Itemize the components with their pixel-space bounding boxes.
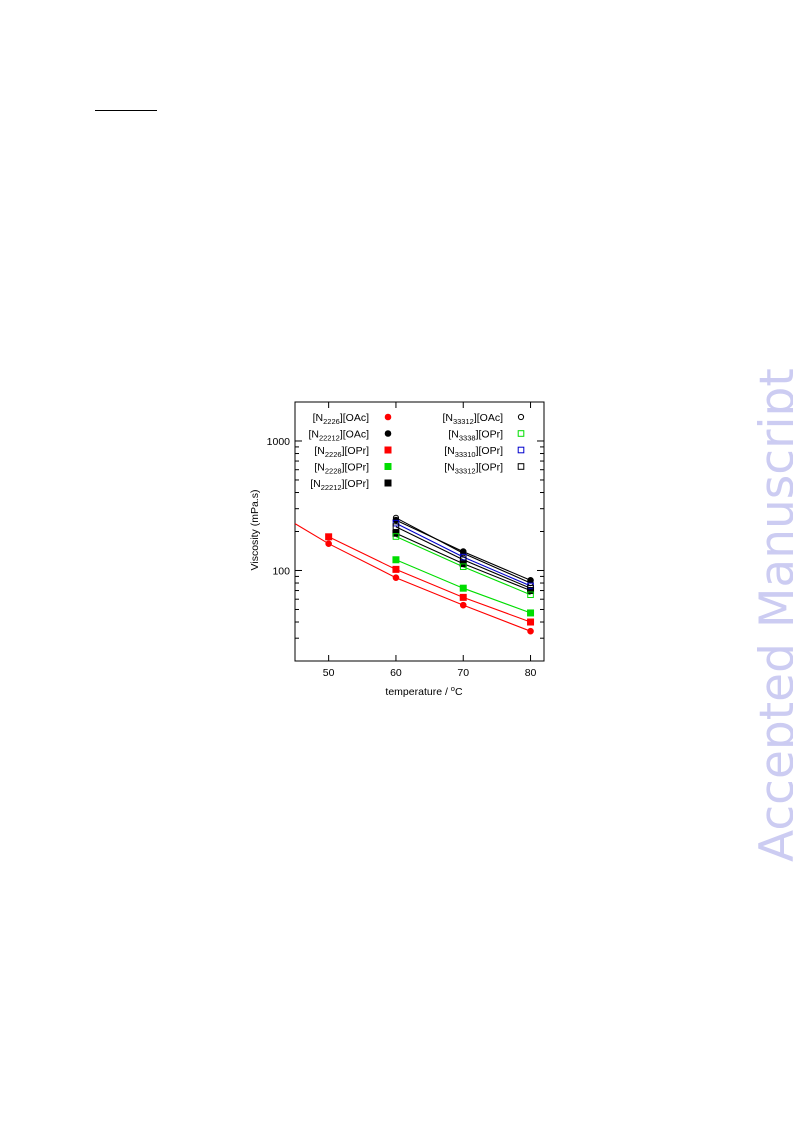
legend-label-subscript: 2226: [323, 417, 340, 426]
legend-marker-N22212_OAc: [384, 430, 392, 437]
legend-marker-N2226_OPr: [384, 446, 392, 454]
legend-label-subscript: 2226: [325, 450, 342, 459]
data-point-N2226_OAc: [527, 627, 534, 635]
fit-line-N2226_OPr: [328, 536, 531, 623]
x-tick-label: 80: [525, 667, 537, 679]
legend-label-N3338_OPr: [N3338][OPr]: [448, 429, 503, 443]
legend-label-N33312_OPr: [N33312][OPr]: [444, 462, 503, 476]
legend-marker-N22212_OPr: [384, 479, 392, 487]
legend-label-part: ][OAc]: [474, 412, 503, 424]
x-tick-label: 60: [390, 667, 402, 679]
data-point-N2226_OPr: [459, 593, 467, 601]
data-point-N33312_OPr: [392, 523, 400, 530]
legend-label-subscript: 22212: [321, 483, 342, 492]
data-point-N2226_OAc: [459, 601, 467, 609]
legend-label-part: ][OPr]: [476, 429, 504, 441]
legend-label-part: [N: [444, 462, 455, 474]
legend-label-part: ][OPr]: [476, 462, 504, 474]
legend-label-N2226_OAc: [N2226][OAc]: [313, 412, 369, 426]
x-tick-label: 50: [323, 667, 335, 679]
watermark-text: Accepted Manuscript: [750, 368, 793, 862]
data-point-N2226_OAc: [392, 574, 400, 581]
data-point-N33310_OPr: [392, 519, 400, 527]
x-tick-label: 70: [457, 667, 469, 679]
data-point-N33312_OPr: [527, 584, 534, 592]
legend-label-N22212_OAc: [N22212][OAc]: [308, 429, 369, 443]
legend-marker-N33310_OPr: [517, 446, 525, 454]
data-point-N3338_OPr: [527, 591, 534, 599]
legend: [N2226][OAc][N22212][OAc][N2226][OPr][N2…: [308, 412, 525, 492]
legend-label-part: [N: [448, 429, 459, 441]
legend-label-part: [N: [444, 445, 455, 457]
legend-label-subscript: 33312: [455, 467, 476, 476]
data-point-N2228_OPr: [392, 556, 400, 564]
data-point-N2226_OPr: [392, 565, 400, 573]
data-points: [325, 514, 535, 635]
legend-label-part: ][OAc]: [340, 412, 369, 424]
legend-label-N33310_OPr: [N33310][OPr]: [444, 445, 503, 459]
legend-label-part: [N: [442, 412, 453, 424]
legend-label-part: [N: [310, 478, 321, 490]
y-tick-label: 1000: [267, 436, 291, 448]
legend-marker-N3338_OPr: [517, 430, 525, 437]
x-axis-title: temperature / oC: [385, 684, 463, 698]
legend-label-part: [N: [314, 462, 325, 474]
legend-label-N22212_OPr: [N22212][OPr]: [310, 478, 369, 492]
legend-label-part: ][OPr]: [342, 478, 370, 490]
legend-label-part: ][OPr]: [342, 445, 370, 457]
data-point-N2226_OPr: [325, 533, 333, 541]
y-axis-title: Viscosity (mPa.s): [249, 490, 261, 571]
data-point-N2228_OPr: [459, 584, 467, 592]
data-point-N2226_OPr: [527, 618, 535, 626]
legend-label-part: [N: [314, 445, 325, 457]
data-point-N3338_OPr: [392, 533, 400, 540]
legend-label-subscript: 2228: [325, 467, 342, 476]
legend-label-subscript: 33312: [453, 417, 474, 426]
legend-marker-N2226_OAc: [384, 413, 392, 421]
data-point-N3338_OPr: [459, 563, 467, 570]
legend-label-part: ][OPr]: [476, 445, 504, 457]
data-point-N2226_OAc: [325, 540, 332, 547]
legend-label-subscript: 22212: [319, 434, 340, 443]
header-rule: [95, 110, 157, 111]
data-point-N33312_OAc: [460, 550, 467, 557]
y-tick-label: 100: [272, 565, 290, 577]
legend-label-N2226_OPr: [N2226][OPr]: [314, 445, 369, 459]
legend-label-part: ][OAc]: [340, 429, 369, 441]
legend-label-N2228_OPr: [N2228][OPr]: [314, 462, 369, 476]
data-point-N33312_OPr: [459, 556, 467, 564]
legend-marker-N2228_OPr: [384, 463, 392, 470]
legend-label-N33312_OAc: [N33312][OAc]: [442, 412, 503, 426]
axis-ticks: 50 60 70 80 100 1000: [267, 401, 544, 679]
legend-label-subscript: 3338: [459, 434, 476, 443]
legend-marker-N33312_OPr: [517, 463, 525, 470]
legend-marker-N33312_OAc: [517, 413, 525, 421]
legend-label-part: [N: [313, 412, 324, 424]
legend-label-subscript: 33310: [455, 450, 476, 459]
legend-label-part: [N: [308, 429, 319, 441]
data-point-N2228_OPr: [527, 609, 535, 617]
legend-label-part: ][OPr]: [342, 462, 370, 474]
